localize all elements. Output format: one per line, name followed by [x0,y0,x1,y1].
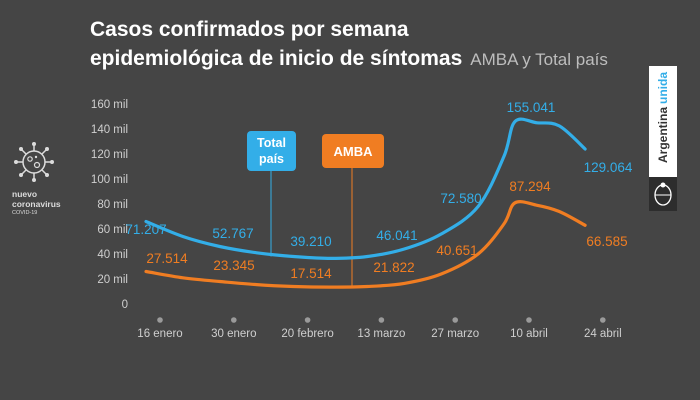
amba-data-label: 27.514 [146,251,188,266]
y-tick-label: 160 mil [91,99,128,111]
logo-text-coronavirus: coronavirus [12,199,61,209]
amba-data-label: 17.514 [290,266,332,281]
x-tick-label: 24 abril [584,328,622,340]
coronavirus-logo: nuevo coronavirus COVID-19 [12,140,70,217]
y-tick-label: 40 mil [97,249,128,261]
total-data-label: 39.210 [290,234,331,249]
y-tick-label: 140 mil [91,124,128,136]
x-tick-label: 30 enero [211,328,256,340]
y-tick-label: 80 mil [97,199,128,211]
total-data-label: 71.207 [125,222,166,237]
x-tick-label: 13 marzo [357,328,405,340]
x-tick-dot [526,317,532,323]
series-lines [144,117,587,289]
x-tick-dot [231,317,237,323]
amba-data-label: 87.294 [509,179,551,194]
page-title: Casos confirmados por semana [90,18,409,41]
total-data-label: 155.041 [507,100,556,115]
y-tick-label: 0 [122,299,128,311]
y-tick-label: 120 mil [91,149,128,161]
logo-text-nuevo: nuevo [12,189,38,199]
data-labels: 71.207 52.767 39.210 46.041 72.580 155.041 129… [125,100,633,281]
total-callout-box [247,131,296,171]
series-callouts: Total país AMBA [247,131,384,288]
x-tick-label: 16 enero [137,328,182,340]
y-tick-label: 20 mil [97,274,128,286]
total-callout-label-2: país [259,152,284,166]
amba-data-label: 66.585 [586,234,627,249]
x-tick-dot [452,317,459,323]
amba-callout-label: AMBA [334,144,374,159]
y-tick-label: 60 mil [97,224,128,236]
x-tick-dot [600,317,606,323]
total-data-label: 52.767 [212,226,253,241]
title-text: epidemiológica de inicio de síntomas [90,47,463,70]
amba-data-label: 21.822 [373,260,414,275]
amba-data-label: 23.345 [213,258,254,273]
y-tick-label: 100 mil [91,174,128,186]
y-axis: 0 20 mil 40 mil 60 mil 80 mil 100 mil 120 mil 1… [91,99,128,311]
total-data-label: 129.064 [584,160,633,175]
amba-data-label: 40.651 [436,243,477,258]
x-tick-dot [304,317,311,323]
x-tick-dot [157,317,163,323]
x-tick-label: 10 abril [510,328,548,340]
x-tick-dot [378,317,385,323]
total-data-label: 72.580 [440,191,481,206]
national-seal-icon [649,177,677,211]
x-axis: 16 enero 30 enero 20 febrero 13 marzo 27 mar… [137,317,622,340]
total-data-label: 46.041 [376,228,417,243]
total-pais-line [144,117,587,260]
amba-callout-box [322,134,384,168]
page-subtitle: AMBA y Total país [470,50,608,69]
total-callout-label: Total [257,136,286,150]
virus-icon [14,142,54,182]
x-tick-label: 20 febrero [281,328,333,340]
amba-line [144,200,587,289]
x-tick-label: 27 marzo [431,328,479,340]
page-title-line-2: epidemiológica de inicio de síntomas AMBA… [90,47,608,71]
logo-text-covid: COVID-19 [12,210,38,216]
